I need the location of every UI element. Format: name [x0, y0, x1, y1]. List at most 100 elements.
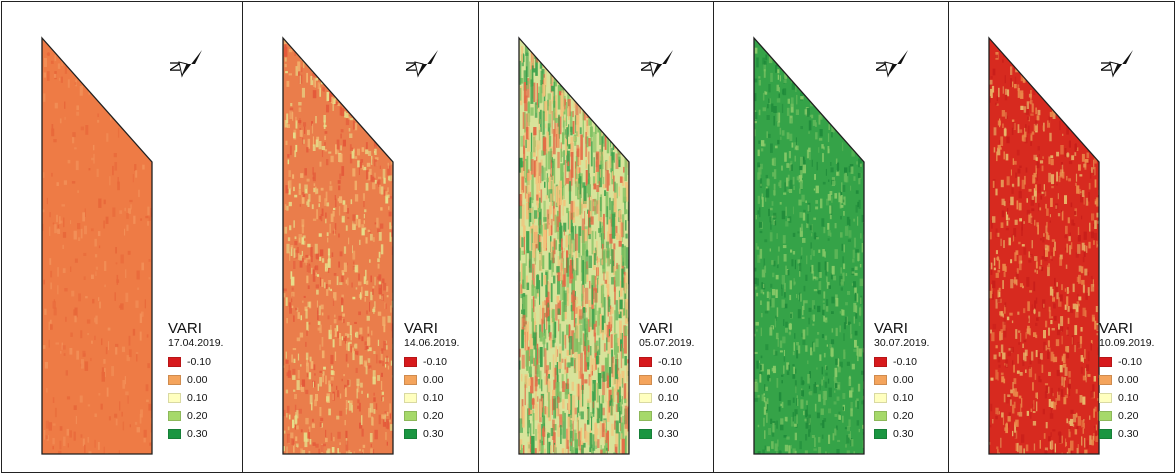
legend-title: VARI — [1099, 320, 1133, 337]
legend-item: -0.10 — [168, 353, 223, 371]
north-arrow-icon: N — [873, 50, 908, 78]
svg-text:N: N — [167, 61, 184, 72]
legend-swatch — [404, 375, 417, 385]
legend-item: 0.10 — [874, 389, 929, 407]
legend-swatch — [639, 357, 652, 367]
legend-swatch — [874, 375, 887, 385]
legend-date: 05.07.2019. — [639, 337, 695, 349]
legend-label: 0.00 — [658, 374, 679, 386]
map-legend: VARI 10.09.2019. -0.10 0.00 0.10 0.20 0.30 — [1099, 320, 1154, 443]
legend-label: 0.10 — [423, 392, 444, 404]
legend-label: 0.20 — [423, 410, 444, 422]
legend-item: 0.20 — [874, 407, 929, 425]
legend-swatch — [874, 411, 887, 421]
legend-swatch — [404, 357, 417, 367]
legend-item: 0.30 — [404, 425, 459, 443]
north-arrow-icon: N — [167, 50, 202, 78]
map-panel-1: N VARI 17.04.2019. -0.10 0.00 0.10 0.20 0.30 — [2, 2, 243, 472]
legend-label: 0.10 — [893, 392, 914, 404]
legend-swatch — [1099, 375, 1112, 385]
legend-swatch — [1099, 393, 1112, 403]
legend-label: -0.10 — [187, 356, 211, 368]
svg-text:N: N — [403, 61, 420, 72]
legend-label: 0.00 — [1118, 374, 1139, 386]
legend-item: 0.20 — [404, 407, 459, 425]
legend-label: 0.20 — [893, 410, 914, 422]
legend-swatch — [404, 411, 417, 421]
legend-title: VARI — [404, 320, 438, 337]
north-arrow-icon: N — [403, 50, 438, 78]
legend-title: VARI — [168, 320, 202, 337]
legend-item: 0.00 — [1099, 371, 1154, 389]
legend-swatch — [168, 429, 181, 439]
legend-item: 0.00 — [639, 371, 694, 389]
legend-date: 17.04.2019. — [168, 337, 224, 349]
legend-item: 0.10 — [168, 389, 223, 407]
legend-label: 0.00 — [187, 374, 208, 386]
map-panel-5: N VARI 10.09.2019. -0.10 0.00 0.10 0.20 0.30 — [949, 2, 1174, 472]
legend-item: 0.10 — [639, 389, 694, 407]
legend-label: 0.20 — [1118, 410, 1139, 422]
legend-label: -0.10 — [1118, 356, 1142, 368]
legend-item: 0.10 — [404, 389, 459, 407]
legend-item: 0.30 — [168, 425, 223, 443]
legend-date: 10.09.2019. — [1099, 337, 1155, 349]
field-raster — [41, 36, 153, 455]
legend-swatch — [1099, 357, 1112, 367]
map-legend: VARI 05.07.2019. -0.10 0.00 0.10 0.20 0.30 — [639, 320, 694, 443]
legend-label: 0.20 — [187, 410, 208, 422]
legend-swatch — [1099, 429, 1112, 439]
legend-swatch — [1099, 411, 1112, 421]
north-arrow-icon: N — [1098, 50, 1133, 78]
legend-label: 0.00 — [423, 374, 444, 386]
legend-swatch — [168, 375, 181, 385]
map-legend: VARI 17.04.2019. -0.10 0.00 0.10 0.20 0.30 — [168, 320, 223, 443]
legend-date: 14.06.2019. — [404, 337, 460, 349]
legend-item: 0.30 — [639, 425, 694, 443]
legend-title: VARI — [639, 320, 673, 337]
legend-label: -0.10 — [658, 356, 682, 368]
map-legend: VARI 30.07.2019. -0.10 0.00 0.10 0.20 0.30 — [874, 320, 929, 443]
legend-item: 0.20 — [1099, 407, 1154, 425]
field-raster — [988, 36, 1100, 455]
legend-swatch — [168, 393, 181, 403]
legend-date: 30.07.2019. — [874, 337, 930, 349]
legend-title: VARI — [874, 320, 908, 337]
legend-label: 0.20 — [658, 410, 679, 422]
legend-item: -0.10 — [639, 353, 694, 371]
legend-item: 0.30 — [1099, 425, 1154, 443]
legend-item: 0.00 — [404, 371, 459, 389]
legend-swatch — [404, 429, 417, 439]
legend-item: -0.10 — [874, 353, 929, 371]
legend-swatch — [168, 411, 181, 421]
field-raster — [518, 36, 630, 455]
legend-label: 0.10 — [1118, 392, 1139, 404]
legend-label: 0.30 — [423, 428, 444, 440]
svg-text:N: N — [1098, 61, 1115, 72]
legend-swatch — [404, 393, 417, 403]
legend-item: 0.10 — [1099, 389, 1154, 407]
legend-label: 0.30 — [187, 428, 208, 440]
map-panel-4: N VARI 30.07.2019. -0.10 0.00 0.10 0.20 0.30 — [714, 2, 949, 472]
legend-item: 0.00 — [168, 371, 223, 389]
legend-label: 0.30 — [893, 428, 914, 440]
legend-label: -0.10 — [893, 356, 917, 368]
legend-label: 0.30 — [1118, 428, 1139, 440]
map-panel-2: N VARI 14.06.2019. -0.10 0.00 0.10 0.20 0.30 — [243, 2, 479, 472]
svg-text:N: N — [873, 61, 890, 72]
legend-swatch — [639, 429, 652, 439]
legend-item: 0.20 — [639, 407, 694, 425]
legend-label: 0.10 — [658, 392, 679, 404]
legend-swatch — [639, 375, 652, 385]
legend-swatch — [874, 393, 887, 403]
legend-swatch — [874, 357, 887, 367]
legend-item: 0.30 — [874, 425, 929, 443]
field-raster — [282, 36, 394, 455]
legend-item: -0.10 — [1099, 353, 1154, 371]
field-raster — [753, 36, 865, 455]
legend-label: 0.30 — [658, 428, 679, 440]
legend-label: 0.10 — [187, 392, 208, 404]
legend-item: 0.00 — [874, 371, 929, 389]
map-panel-3: N VARI 05.07.2019. -0.10 0.00 0.10 0.20 0.30 — [479, 2, 714, 472]
